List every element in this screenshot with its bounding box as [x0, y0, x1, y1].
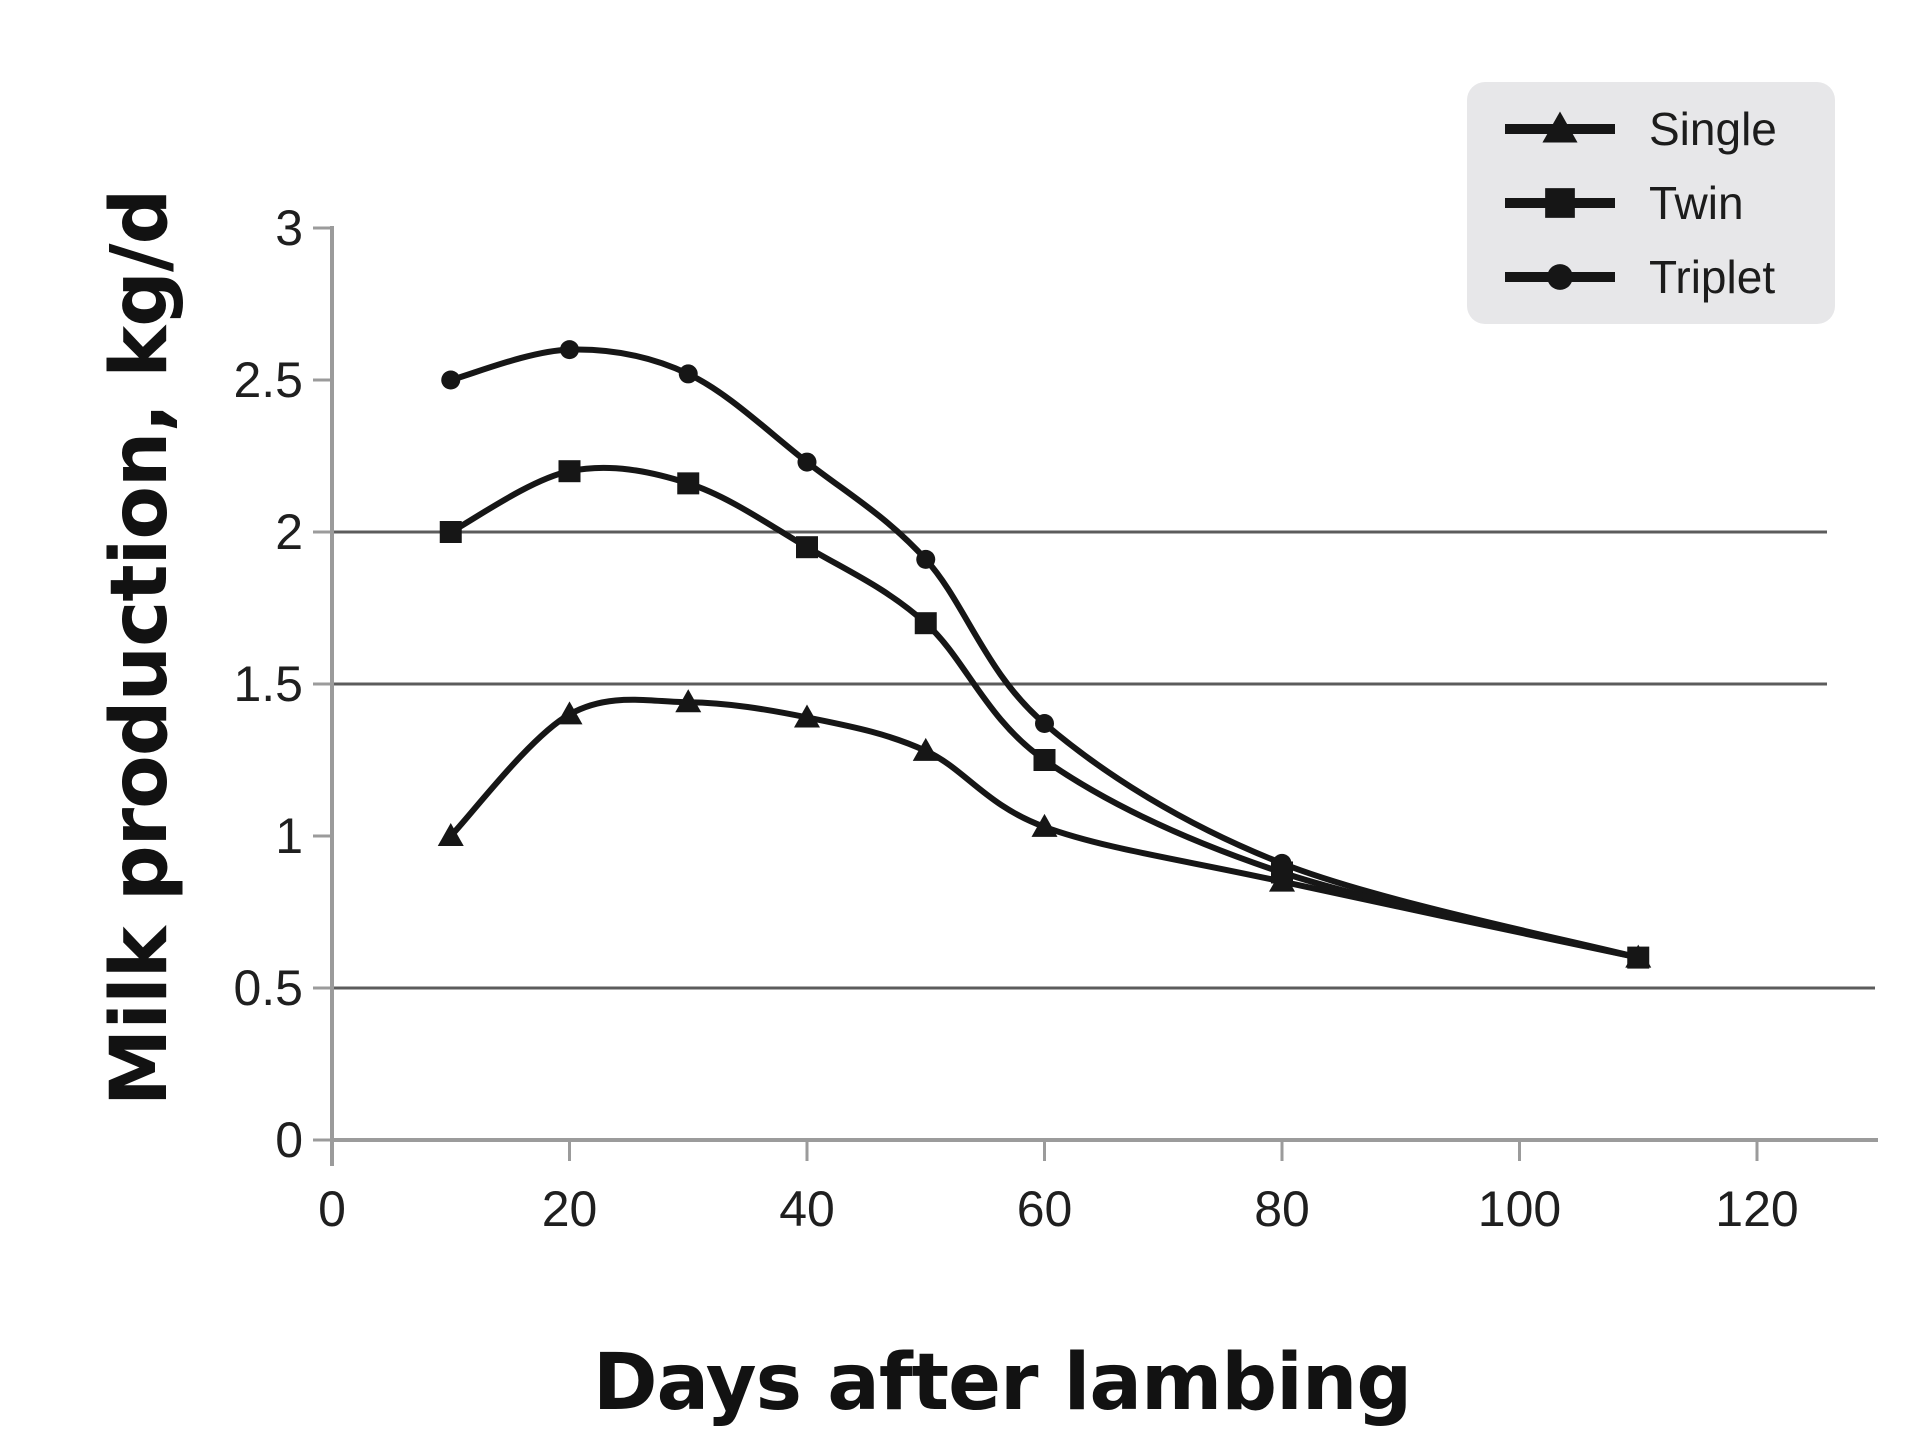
square-marker — [558, 460, 581, 483]
x-axis-title: Days after lambing — [592, 1338, 1412, 1428]
square-marker — [1033, 749, 1056, 771]
y-tick-label: 2 — [275, 504, 303, 560]
triangle-legend-icon — [1505, 111, 1615, 143]
series-line — [447, 346, 1642, 961]
y-axis-ticks: 0 0.5 1 1.5 2 2.5 3 — [233, 200, 334, 1168]
square-legend-icon — [1505, 188, 1615, 218]
circle-legend-icon — [1505, 264, 1615, 290]
y-tick-label: 1 — [275, 808, 303, 864]
circle-marker — [560, 340, 579, 360]
legend-item-single: Single — [1503, 92, 1835, 166]
y-axis-title: Milk production, kg/d — [95, 189, 185, 1107]
square-marker — [914, 612, 937, 635]
square-marker — [677, 472, 700, 495]
circle-marker — [1035, 714, 1054, 734]
y-tick-label: 2.5 — [233, 352, 303, 408]
triangle-marker — [675, 689, 702, 713]
triangle-marker — [1542, 111, 1578, 143]
gridlines — [315, 530, 1875, 990]
square-marker — [796, 536, 818, 559]
x-tick-label: 100 — [1478, 1181, 1561, 1237]
legend: Single Twin Triplet — [1467, 82, 1835, 324]
x-tick-label: 80 — [1254, 1181, 1310, 1237]
x-tick-label: 120 — [1715, 1181, 1798, 1237]
legend-label: Single — [1649, 103, 1777, 155]
legend-label: Triplet — [1649, 251, 1776, 303]
x-tick-label: 40 — [779, 1181, 835, 1237]
legend-item-triplet: Triplet — [1503, 240, 1835, 314]
circle-marker — [797, 452, 817, 472]
circle-marker — [1547, 264, 1573, 290]
series-twin — [439, 460, 1650, 969]
series-line — [447, 464, 1642, 961]
x-tick-label: 0 — [318, 1181, 346, 1237]
circle-marker — [678, 364, 698, 384]
legend-item-twin: Twin — [1503, 166, 1835, 240]
y-tick-label: 1.5 — [233, 656, 303, 712]
y-tick-label: 3 — [275, 200, 303, 256]
circle-marker — [441, 370, 461, 390]
y-tick-label: 0.5 — [233, 960, 303, 1016]
circle-marker — [916, 549, 936, 569]
triangle-marker — [912, 737, 939, 761]
x-axis-ticks: 0 20 40 60 80 100 120 — [318, 1140, 1799, 1237]
x-tick-label: 60 — [1017, 1181, 1073, 1237]
y-tick-label: 0 — [275, 1112, 303, 1168]
triangle-marker — [437, 823, 464, 846]
square-marker — [439, 521, 462, 543]
legend-label: Twin — [1649, 177, 1744, 229]
square-marker — [1545, 188, 1575, 218]
square-marker — [1627, 946, 1650, 969]
triangle-marker — [556, 701, 583, 725]
series-triplet — [441, 340, 1648, 968]
triangle-marker — [794, 704, 820, 728]
square-marker — [1271, 861, 1293, 884]
axes — [330, 226, 1878, 1166]
triangle-marker — [1031, 813, 1058, 837]
x-tick-label: 20 — [542, 1181, 598, 1237]
